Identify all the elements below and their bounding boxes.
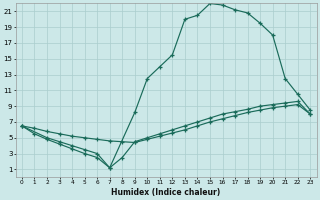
X-axis label: Humidex (Indice chaleur): Humidex (Indice chaleur) <box>111 188 221 197</box>
